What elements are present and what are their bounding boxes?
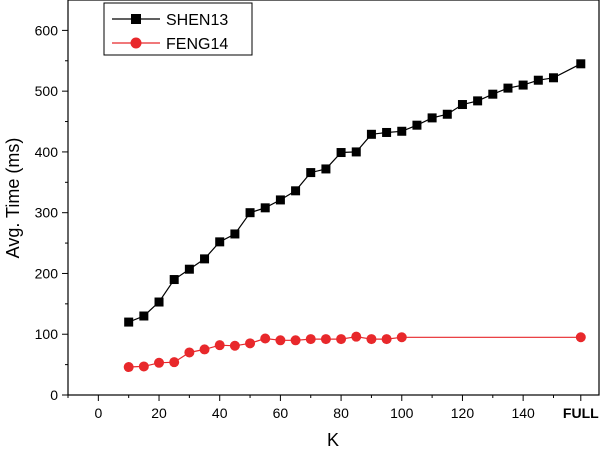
data-point-shen13: [457, 100, 467, 110]
legend-marker-shen13: [131, 14, 141, 24]
data-point-shen13: [412, 120, 422, 130]
data-point-shen13: [382, 127, 392, 137]
x-tick-label-full: FULL: [563, 405, 599, 421]
legend-label-shen13: SHEN13: [166, 12, 228, 29]
x-tick-label: 140: [511, 405, 535, 421]
data-point-shen13: [275, 195, 285, 205]
plot-frame: [67, 0, 600, 396]
data-point-feng14: [381, 334, 392, 345]
x-tick-label: 0: [94, 405, 102, 421]
data-point-feng14: [305, 334, 316, 345]
x-tick-label: 100: [390, 405, 414, 421]
data-point-feng14: [184, 347, 195, 358]
y-tick-label: 400: [35, 144, 59, 160]
data-point-feng14: [123, 362, 134, 373]
x-tick-label: 60: [273, 405, 289, 421]
series-line-shen13: [128, 63, 582, 323]
data-point-feng14: [575, 332, 586, 343]
x-tick-label: 20: [151, 405, 167, 421]
data-point-feng14: [229, 340, 240, 351]
axes-layer: 0 20 40 60 80 100 120 140 FULL 0 100 200 300 400 500 60…: [35, 22, 599, 421]
series-layer: [123, 59, 586, 373]
data-point-feng14: [214, 340, 225, 351]
y-tick-label: 100: [35, 326, 59, 342]
data-point-shen13: [397, 126, 407, 136]
data-point-shen13: [336, 148, 346, 158]
y-axis-title: Avg. Time (ms): [3, 138, 23, 259]
data-point-feng14: [366, 334, 377, 345]
data-point-shen13: [124, 317, 134, 327]
y-tick-label: 600: [35, 22, 59, 38]
data-point-shen13: [518, 80, 528, 90]
data-point-shen13: [427, 113, 437, 123]
data-point-shen13: [230, 229, 240, 239]
data-point-shen13: [291, 186, 301, 196]
data-point-feng14: [351, 331, 362, 342]
data-point-feng14: [138, 361, 149, 372]
data-point-shen13: [200, 254, 210, 264]
data-point-feng14: [336, 334, 347, 345]
data-point-shen13: [184, 264, 194, 274]
data-point-feng14: [154, 357, 165, 368]
legend-marker-feng14: [130, 37, 142, 49]
data-point-feng14: [396, 332, 407, 343]
data-point-shen13: [533, 75, 543, 85]
data-point-feng14: [169, 357, 180, 368]
data-point-feng14: [290, 335, 301, 346]
x-tick-label: 40: [212, 405, 228, 421]
data-point-shen13: [215, 237, 225, 247]
data-point-shen13: [306, 168, 316, 178]
data-point-shen13: [576, 59, 586, 69]
data-point-shen13: [245, 208, 255, 218]
legend-label-feng14: FENG14: [166, 36, 228, 53]
data-point-shen13: [169, 275, 179, 285]
data-point-shen13: [139, 311, 149, 321]
x-axis-title: K: [327, 430, 339, 450]
data-point-shen13: [442, 109, 452, 119]
data-point-shen13: [351, 147, 361, 157]
data-point-shen13: [503, 83, 513, 93]
data-point-shen13: [321, 164, 331, 174]
data-point-feng14: [320, 334, 331, 345]
data-point-feng14: [260, 333, 271, 344]
data-point-shen13: [260, 203, 270, 213]
legend-box: [103, 2, 253, 56]
legend: SHEN13 FENG14: [103, 2, 253, 56]
data-point-shen13: [154, 297, 164, 307]
y-tick-label: 200: [35, 265, 59, 281]
x-tick-label: 80: [333, 405, 349, 421]
data-point-shen13: [488, 89, 498, 99]
data-point-feng14: [275, 335, 286, 346]
data-point-shen13: [473, 96, 483, 106]
data-point-shen13: [548, 73, 558, 83]
y-tick-label: 300: [35, 205, 59, 221]
data-point-shen13: [366, 129, 376, 139]
y-tick-label: 0: [50, 387, 58, 403]
x-tick-label: 120: [451, 405, 475, 421]
data-point-feng14: [245, 338, 256, 349]
y-tick-label: 500: [35, 83, 59, 99]
data-point-feng14: [199, 344, 210, 355]
